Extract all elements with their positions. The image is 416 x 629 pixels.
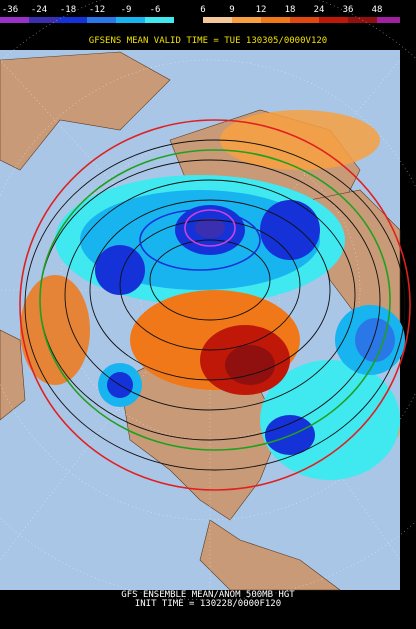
legend-swatch [203,17,232,23]
legend-swatch [0,17,29,23]
legend-swatch [29,17,58,23]
legend-swatch [174,17,203,23]
legend-swatch [290,17,319,23]
legend-label: -18 [60,5,76,15]
legend-swatch [232,17,261,23]
legend-label: 6 [200,5,205,15]
legend-label: -24 [31,5,47,15]
legend-label: -6 [150,5,161,15]
legend-swatch [261,17,290,23]
legend-label: -9 [121,5,132,15]
footer-line: GFS ENSEMBLE MEAN/ANOM 500MB HGT [121,590,295,600]
legend-label: 36 [343,5,354,15]
legend-label: -12 [89,5,105,15]
legend-swatch [58,17,87,23]
legend-swatch [377,17,400,23]
legend-swatch [116,17,145,23]
legend: -36 -24 -18 -12 -9 -6 6 9 12 18 24 36 48 [0,5,400,23]
legend-swatch [145,17,174,23]
legend-label: 24 [314,5,325,15]
legend-label: 48 [372,5,383,15]
legend-swatch [348,17,377,23]
footer-line: INIT TIME = 130228/0000F120 [135,599,281,609]
legend-label: -36 [2,5,18,15]
legend-label: 18 [285,5,296,15]
legend-swatch [87,17,116,23]
map-title: GFSENS MEAN VALID TIME = TUE 130305/0000… [89,36,327,46]
legend-label: 12 [256,5,267,15]
map [0,0,416,601]
legend-swatch [319,17,348,23]
legend-label: 9 [229,5,234,15]
